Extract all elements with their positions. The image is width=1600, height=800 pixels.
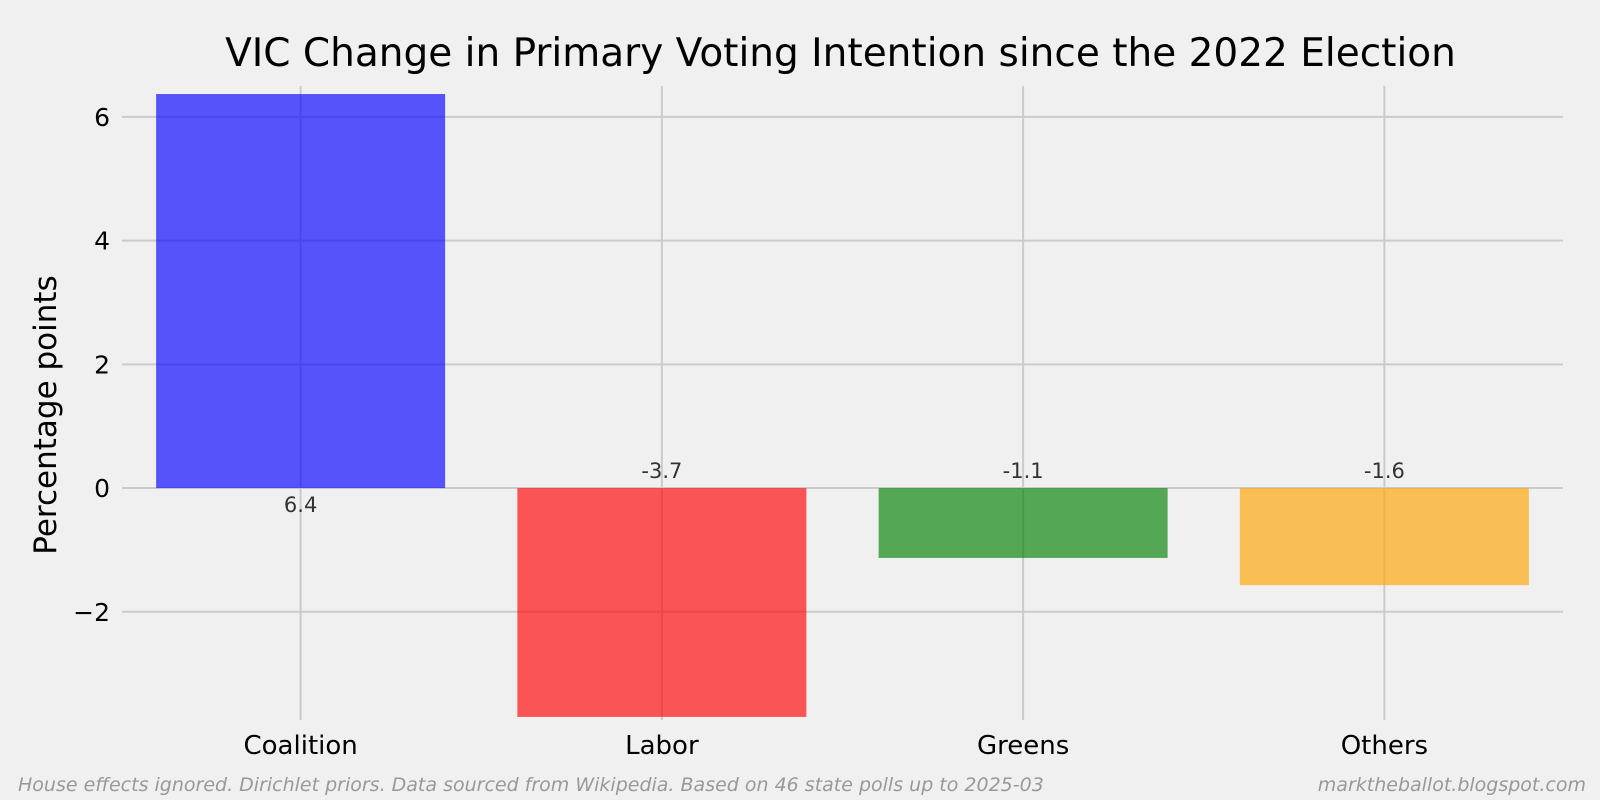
y-tick-label: 6 <box>94 103 110 132</box>
footnote-source: House effects ignored. Dirichlet priors.… <box>18 774 1044 796</box>
bar-layer <box>156 94 1529 717</box>
y-tick-label: 2 <box>94 350 110 379</box>
x-tick-label: Coalition <box>244 731 358 761</box>
bar-labor <box>517 488 807 717</box>
x-tick-label: Labor <box>625 731 699 761</box>
chart-title: VIC Change in Primary Voting Intention s… <box>225 31 1456 76</box>
bar-coalition <box>156 94 446 489</box>
axis-layer: −2 0 2 4 6 Coalition Labor Greens Others Percenta… <box>28 31 1456 761</box>
x-tick-label: Others <box>1341 731 1428 761</box>
value-label: -1.1 <box>1003 459 1044 483</box>
value-label: 6.4 <box>284 493 317 517</box>
y-tick-label: 0 <box>94 474 110 503</box>
bar-others <box>1239 488 1529 586</box>
bar-greens <box>878 488 1168 558</box>
label-layer: 6.4 -3.7 -1.1 -1.6 <box>284 459 1405 517</box>
value-label: -3.7 <box>641 459 682 483</box>
y-tick-label: −2 <box>73 598 110 627</box>
x-tick-label: Greens <box>977 731 1069 761</box>
footnote-website: marktheballot.blogspot.com <box>1317 774 1586 796</box>
value-label: -1.6 <box>1364 459 1405 483</box>
y-tick-label: 4 <box>94 227 110 256</box>
y-axis-label: Percentage points <box>28 275 64 554</box>
